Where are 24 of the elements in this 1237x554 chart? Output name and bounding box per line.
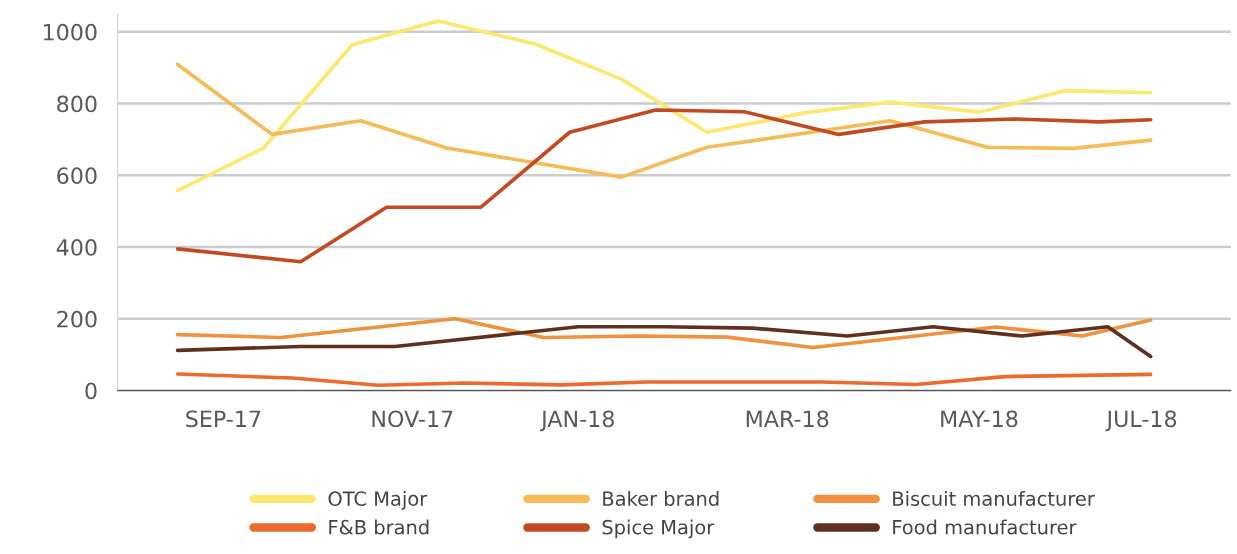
y-tick-label: 600 xyxy=(57,167,97,185)
y-tick-label: 800 xyxy=(57,95,97,113)
x-tick-label: MAR-18 xyxy=(746,410,829,428)
legend-label: OTC Major xyxy=(328,490,428,510)
legend-label: Baker brand xyxy=(603,490,719,506)
x-tick-label: MAY-18 xyxy=(941,410,1018,428)
y-tick-label: 1000 xyxy=(43,23,97,41)
line-series xyxy=(175,108,1153,264)
x-tick-label: JAN-18 xyxy=(540,410,614,432)
x-tick-label: NOV-17 xyxy=(372,410,453,428)
line-series xyxy=(175,372,1153,387)
legend-label: F&B brand xyxy=(329,519,429,535)
line-series xyxy=(175,19,1153,193)
x-tick-label: SEP-17 xyxy=(186,410,261,428)
line-series xyxy=(175,317,1153,350)
legend-label: Biscuit manufacturer xyxy=(893,490,1095,506)
legend-label: Spice Major xyxy=(602,519,715,539)
x-tick-label: JUL-18 xyxy=(1105,410,1177,432)
y-tick-label: 200 xyxy=(57,310,97,328)
line-series xyxy=(175,62,1153,179)
y-tick-label: 0 xyxy=(85,382,97,400)
legend-label: Food manufacturer xyxy=(893,519,1077,535)
y-tick-label: 400 xyxy=(56,239,97,256)
line-series xyxy=(175,324,1153,359)
